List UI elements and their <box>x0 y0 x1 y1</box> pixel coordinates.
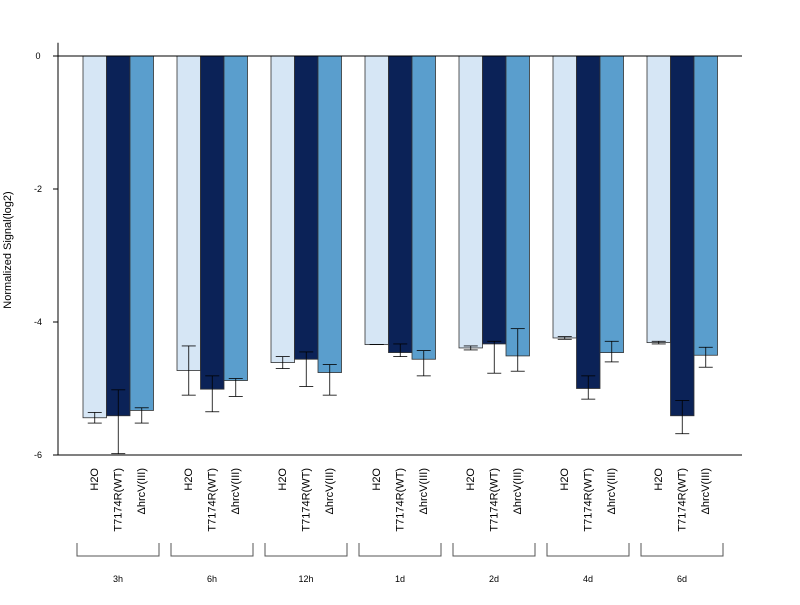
error-bar-12h-T7174R(WT) <box>299 351 314 387</box>
bar-1d-ΔhrcV(III) <box>411 55 436 360</box>
y-tick-label: -6 <box>34 450 42 460</box>
error-bar-2d-ΔhrcV(III) <box>510 328 525 372</box>
bar-2d-T7174R(WT) <box>482 55 507 345</box>
bar-label: T7174R(WT) <box>582 468 594 532</box>
group-label: 6h <box>207 574 217 584</box>
error-bars-layer <box>87 328 713 455</box>
group-label: 2d <box>489 574 499 584</box>
bar-4d-T7174R(WT) <box>576 55 601 389</box>
error-bar-3h-ΔhrcV(III) <box>134 407 149 424</box>
group-label: 4d <box>583 574 593 584</box>
bar-label: H2O <box>277 468 289 491</box>
group-bracket <box>76 543 160 557</box>
bar-label: T7174R(WT) <box>300 468 312 532</box>
bar-12h-ΔhrcV(III) <box>317 55 342 373</box>
bar-label: H2O <box>653 468 665 491</box>
bar-2d-ΔhrcV(III) <box>505 55 530 357</box>
group-label: 12h <box>298 574 313 584</box>
error-bar-6h-H2O <box>181 345 196 396</box>
error-bar-12h-ΔhrcV(III) <box>322 364 337 396</box>
bar-label: T7174R(WT) <box>206 468 218 532</box>
bar-6h-T7174R(WT) <box>200 55 225 390</box>
bar-1d-H2O <box>364 55 389 346</box>
bar-3h-H2O <box>82 55 107 419</box>
group-bracket <box>640 543 724 557</box>
bar-label: T7174R(WT) <box>112 468 124 532</box>
y-tick-label: -4 <box>34 317 42 327</box>
y-tick-label: -2 <box>34 184 42 194</box>
group-bracket <box>358 543 442 557</box>
group-bracket <box>264 543 348 557</box>
group-bracket <box>170 543 254 557</box>
bar-4d-H2O <box>552 55 577 339</box>
group-label: 3h <box>113 574 123 584</box>
bar-label: T7174R(WT) <box>488 468 500 532</box>
bar-label: ΔhrcV(III) <box>700 468 712 514</box>
bar-2d-H2O <box>458 55 483 349</box>
y-axis-title: Normalized Signal(log2) <box>2 191 14 308</box>
error-bar-1d-ΔhrcV(III) <box>416 350 431 377</box>
error-bar-4d-H2O <box>557 336 572 340</box>
bar-label: T7174R(WT) <box>394 468 406 532</box>
bar-6d-ΔhrcV(III) <box>693 55 718 356</box>
bar-label: H2O <box>559 468 571 491</box>
bar-label: H2O <box>183 468 195 491</box>
bars-layer <box>82 55 718 419</box>
bar-6d-H2O <box>646 55 671 344</box>
bar-12h-T7174R(WT) <box>294 55 319 360</box>
axes-layer: 0 -2 -4 -6 H2O T7174R(WT) ΔhrcV(III) 3h H2O T7174… <box>34 42 742 584</box>
bar-6h-ΔhrcV(III) <box>223 55 248 381</box>
bar-3h-ΔhrcV(III) <box>129 55 154 411</box>
bar-3h-T7174R(WT) <box>106 55 131 417</box>
error-bar-6d-ΔhrcV(III) <box>698 346 713 368</box>
bar-label: H2O <box>371 468 383 491</box>
bar-label: ΔhrcV(III) <box>230 468 242 514</box>
error-bar-1d-T7174R(WT) <box>393 343 408 357</box>
error-bar-6h-T7174R(WT) <box>205 375 220 413</box>
bar-6d-T7174R(WT) <box>670 55 695 417</box>
group-bracket <box>546 543 630 557</box>
bar-label: ΔhrcV(III) <box>136 468 148 514</box>
group-label: 6d <box>677 574 687 584</box>
group-bracket <box>452 543 536 557</box>
error-bar-6d-T7174R(WT) <box>675 400 690 435</box>
group-label: 1d <box>395 574 405 584</box>
error-bar-2d-H2O <box>463 345 478 351</box>
bar-label: T7174R(WT) <box>676 468 688 532</box>
bar-label: H2O <box>465 468 477 491</box>
error-bar-12h-H2O <box>275 356 290 369</box>
error-bar-6d-H2O <box>651 340 666 345</box>
error-bar-6h-ΔhrcV(III) <box>228 378 243 397</box>
error-bar-3h-T7174R(WT) <box>111 389 126 455</box>
bar-label: ΔhrcV(III) <box>606 468 618 514</box>
bar-6h-H2O <box>176 55 201 371</box>
bar-label: ΔhrcV(III) <box>512 468 524 514</box>
y-tick-label: 0 <box>35 51 40 61</box>
error-bar-4d-T7174R(WT) <box>581 375 596 400</box>
bar-label: H2O <box>89 468 101 491</box>
bar-1d-T7174R(WT) <box>388 55 413 353</box>
bar-12h-H2O <box>270 55 295 363</box>
bar-label: ΔhrcV(III) <box>324 468 336 514</box>
error-bar-2d-T7174R(WT) <box>487 340 502 374</box>
bar-4d-ΔhrcV(III) <box>599 55 624 353</box>
bar-label: ΔhrcV(III) <box>418 468 430 514</box>
error-bar-4d-ΔhrcV(III) <box>604 340 619 363</box>
error-bar-3h-H2O <box>87 412 102 424</box>
